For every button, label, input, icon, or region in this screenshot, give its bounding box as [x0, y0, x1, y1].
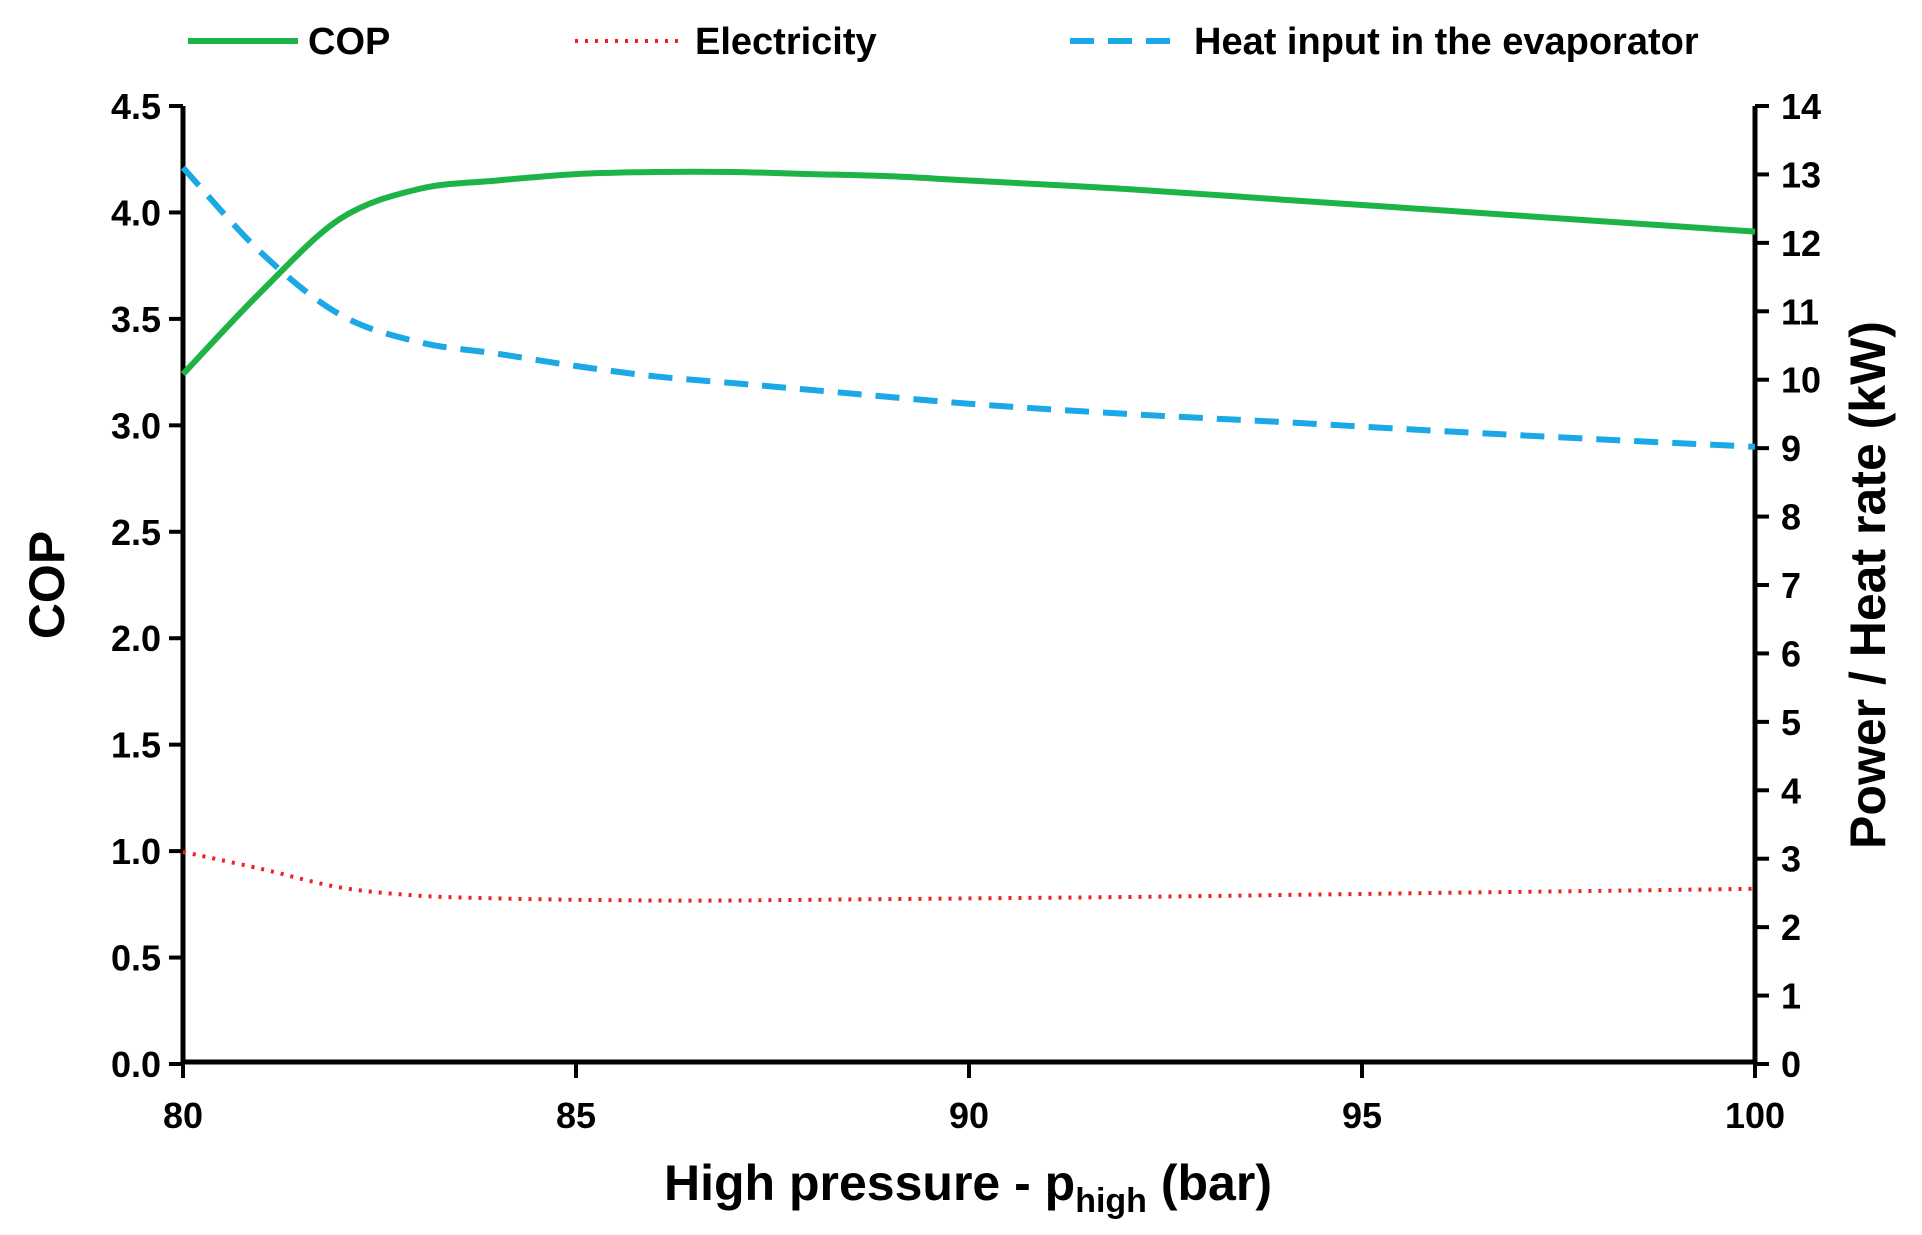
- x-axis-title: High pressure - phigh (bar): [664, 1155, 1272, 1220]
- y-right-tick-label: 6: [1781, 633, 1801, 674]
- series-cop-line: [180, 168, 1756, 377]
- y-left-tick-label: 0.0: [111, 1044, 161, 1085]
- y-right-tick-label: 10: [1781, 360, 1821, 401]
- series-layer: [180, 165, 1756, 903]
- x-axis-ticks: 80 85 90 95 100: [163, 1064, 1785, 1136]
- y-left-tick-label: 1.0: [111, 831, 161, 872]
- y-right-tick-label: 2: [1781, 907, 1801, 948]
- y-left-tick-label: 0.5: [111, 938, 161, 979]
- axes: [180, 106, 1758, 1065]
- legend: COP Electricity Heat input in the evapor…: [188, 21, 1699, 63]
- y-axis-right-title: Power / Heat rate (kW): [1840, 321, 1896, 849]
- x-tick-label: 100: [1725, 1095, 1785, 1136]
- x-tick-label: 80: [163, 1095, 203, 1136]
- x-tick-label: 90: [949, 1095, 989, 1136]
- y-left-tick-label: 3.5: [111, 299, 161, 340]
- y-right-tick-label: 11: [1781, 291, 1819, 332]
- y-right-tick-label: 0: [1781, 1044, 1801, 1085]
- y-right-tick-label: 12: [1781, 223, 1821, 264]
- legend-label-electricity: Electricity: [695, 21, 877, 63]
- series-heat-input-line: [180, 165, 1756, 450]
- y-right-tick-label: 3: [1781, 839, 1801, 880]
- y-axis-left-title: COP: [19, 531, 75, 639]
- y-right-tick-label: 14: [1781, 86, 1821, 127]
- y-right-tick-label: 8: [1781, 497, 1801, 538]
- y-left-tick-label: 2.5: [111, 512, 161, 553]
- legend-label-cop: COP: [308, 21, 390, 63]
- y-right-tick-label: 4: [1781, 770, 1801, 811]
- x-tick-label: 95: [1342, 1095, 1382, 1136]
- y-left-tick-label: 4.0: [111, 192, 161, 233]
- y-left-tick-label: 3.0: [111, 405, 161, 446]
- series-electricity-line: [182, 849, 1756, 903]
- y-left-tick-label: 4.5: [111, 86, 161, 127]
- y-right-tick-label: 9: [1781, 428, 1801, 469]
- y-right-tick-label: 7: [1781, 565, 1801, 606]
- y-axis-left-ticks: 0.0 0.5 1.0 1.5 2.0 2.5 3.0 3.5 4.0 4.5: [111, 86, 183, 1085]
- y-left-tick-label: 2.0: [111, 618, 161, 659]
- y-right-tick-label: 5: [1781, 702, 1801, 743]
- y-right-tick-label: 13: [1781, 154, 1821, 195]
- legend-label-heat-input: Heat input in the evaporator: [1194, 21, 1699, 63]
- y-right-tick-label: 1: [1781, 976, 1801, 1017]
- y-left-tick-label: 1.5: [111, 725, 161, 766]
- x-tick-label: 85: [556, 1095, 596, 1136]
